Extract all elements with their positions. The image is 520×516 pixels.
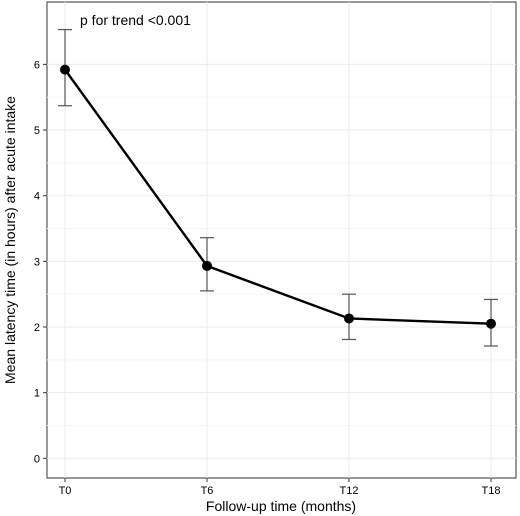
- x-tick-label: T12: [340, 485, 359, 497]
- series-line: [64, 68, 492, 325]
- data-point: [486, 318, 496, 329]
- x-tick-label: T0: [59, 485, 72, 497]
- data-point: [60, 64, 70, 75]
- plot-panel: [46, 1, 517, 479]
- y-axis-title: Mean latency time (in hours) after acute…: [2, 96, 18, 384]
- y-tick-label: 3: [34, 256, 40, 268]
- y-tick-label: 4: [34, 191, 40, 203]
- data-point: [202, 260, 212, 271]
- x-axis-title: Follow-up time (months): [206, 498, 356, 514]
- y-tick-label: 1: [34, 388, 40, 400]
- y-tick-label: 5: [34, 125, 40, 137]
- x-tick-label: T6: [201, 485, 214, 497]
- data-point: [344, 313, 354, 324]
- x-axis-ticks: T0 T6 T12 T18: [59, 478, 501, 497]
- trend-annotation: p for trend <0.001: [80, 12, 191, 28]
- y-tick-label: 2: [34, 322, 40, 334]
- grid-lines: [47, 2, 516, 478]
- y-tick-label: 6: [34, 59, 40, 71]
- y-tick-label: 0: [34, 453, 40, 465]
- y-axis-ticks: 0 1 2 3 4 5 6: [34, 59, 47, 465]
- x-tick-label: T18: [482, 485, 501, 497]
- data-points: [60, 64, 496, 329]
